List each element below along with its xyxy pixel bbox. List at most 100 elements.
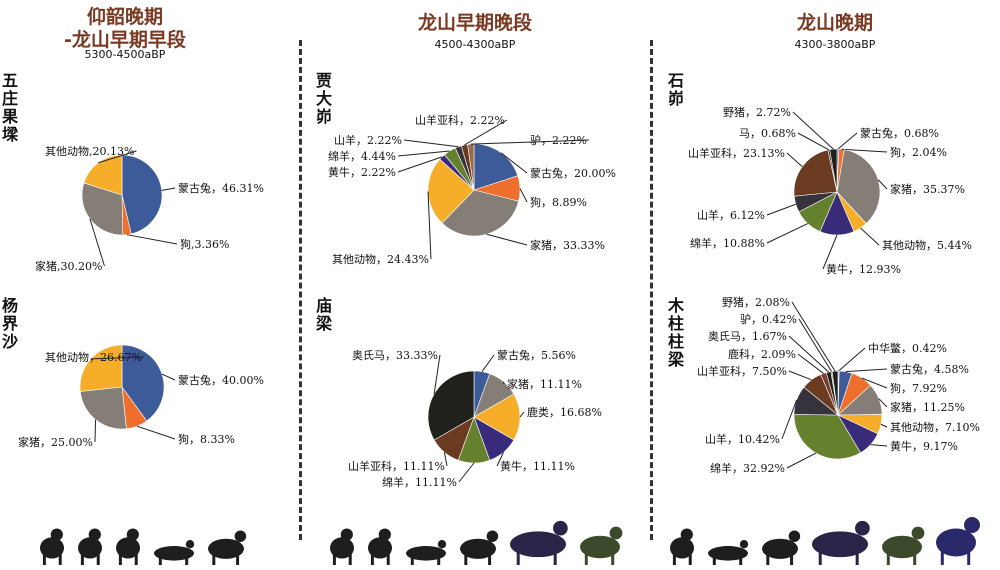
slice-label: 驴，0.42% xyxy=(740,312,797,326)
slice-label: 奥氏马，33.33% xyxy=(352,348,438,362)
rabbit-icon xyxy=(116,528,140,565)
site-label: 木柱柱梁 xyxy=(668,296,685,369)
slice-label: 其他动物，26.67% xyxy=(45,350,142,364)
slice-label: 狗,3.36% xyxy=(180,238,229,251)
leader-line xyxy=(860,227,880,246)
cattle-icon xyxy=(812,520,870,565)
slice-label: 山羊，6.12% xyxy=(697,208,765,222)
leader-line xyxy=(766,223,808,244)
pie-slice xyxy=(473,393,521,441)
site-label: 庙梁 xyxy=(316,296,333,333)
cattle-icon xyxy=(510,520,568,565)
pie-slice xyxy=(829,148,838,193)
pie-slice xyxy=(81,182,124,236)
leader-line xyxy=(486,233,528,246)
period-title-1: 仰韶晚期 -龙山早期早段 xyxy=(0,6,250,52)
slice-label: 绵羊，32.92% xyxy=(710,461,785,475)
sheep-icon xyxy=(882,526,925,565)
leader-line xyxy=(397,156,443,173)
leader-line xyxy=(161,187,176,191)
leader-line xyxy=(470,139,589,145)
slice-label: 蒙古兔，4.58% xyxy=(890,362,969,376)
title-line: 仰韶晚期 xyxy=(86,6,163,28)
leader-line xyxy=(481,354,495,372)
leader-line xyxy=(878,398,888,408)
site-label: 五庄果墚 xyxy=(2,71,19,144)
leader-line xyxy=(861,377,888,389)
slice-label: 山羊，2.22% xyxy=(334,133,402,147)
slice-label: 绵羊，4.44% xyxy=(328,149,396,163)
pie-五庄果墚: 蒙古兔，46.31% 狗,3.36% 家猪,30.20% 其他动物,20.13% xyxy=(35,144,264,273)
site-label: 贾大峁 xyxy=(316,71,333,126)
rabbit-icon xyxy=(330,528,354,565)
slice-label: 家猪,30.20% xyxy=(35,259,102,273)
pie-木柱柱梁: 中华鳖，0.42% 蒙古兔，4.58% 狗，7.92% 家猪，11.25% 其他动物，7… xyxy=(697,296,980,475)
leader-line xyxy=(797,132,830,151)
slice-label: 家猪，35.37% xyxy=(890,182,965,196)
slice-label: 山羊亚科，2.22% xyxy=(415,113,505,127)
leader-line xyxy=(433,354,441,395)
pig-icon xyxy=(406,540,447,565)
slice-label: 狗，8.89% xyxy=(530,196,587,209)
dog-icon xyxy=(460,530,499,565)
slice-label: 绵羊，11.11% xyxy=(382,475,457,489)
slice-label: 蒙古兔，5.56% xyxy=(497,348,576,362)
period-title-3: 龙山晚期 xyxy=(796,12,873,34)
divider xyxy=(299,40,302,540)
period-range-1: 5300-4500aBP xyxy=(84,48,166,61)
leader-line xyxy=(519,411,525,418)
leader-line xyxy=(126,234,178,245)
slice-label: 家猪，11.11% xyxy=(507,377,582,391)
leader-line xyxy=(788,370,812,381)
slice-label: 鹿科，2.09% xyxy=(728,347,796,361)
leader-line xyxy=(94,419,97,443)
leader-line xyxy=(791,301,836,372)
period-range-3: 4300-3800aBP xyxy=(794,38,876,51)
slice-label: 马，0.68% xyxy=(739,127,796,140)
sheep-icon xyxy=(580,526,623,565)
dog-icon xyxy=(208,530,247,565)
leader-line xyxy=(786,452,817,469)
slice-label: 黄牛，9.17% xyxy=(890,439,958,453)
site-label: 杨界沙 xyxy=(2,296,19,351)
slice-label: 其他动物，24.43% xyxy=(332,252,429,266)
pie-slice xyxy=(793,149,838,197)
pig-icon xyxy=(708,540,749,565)
slice-label: 山羊亚科，7.50% xyxy=(697,364,787,378)
leader-line xyxy=(136,425,176,440)
leader-line xyxy=(781,399,798,440)
pie-slice xyxy=(793,414,861,460)
slice-label: 绵羊，10.88% xyxy=(690,236,765,250)
pie-slice xyxy=(79,386,127,430)
divider xyxy=(650,40,653,540)
slice-label: 家猪，33.33% xyxy=(530,238,605,252)
slice-label: 山羊，10.42% xyxy=(705,432,780,446)
leader-line xyxy=(89,218,105,267)
slice-label: 蒙古兔，20.00% xyxy=(530,166,616,180)
slice-label: 驴，2.22% xyxy=(530,133,587,147)
dog-icon xyxy=(762,530,801,565)
rabbit-icon xyxy=(368,528,392,565)
slice-label: 中华鳖，0.42% xyxy=(868,341,947,355)
slice-label: 其他动物，7.10% xyxy=(890,420,980,434)
slice-label: 黄牛，12.93% xyxy=(826,262,901,276)
leader-line xyxy=(98,150,137,164)
slice-label: 家猪，25.00% xyxy=(18,435,93,449)
slice-label: 奥氏马，1.67% xyxy=(708,329,787,343)
leader-line xyxy=(797,353,824,374)
leader-line xyxy=(880,423,888,428)
leader-line xyxy=(90,356,144,360)
pie-庙梁: 蒙古兔，5.56% 家猪，11.11% 鹿类，16.68% 黄牛，11.11% 绵羊，1… xyxy=(348,348,602,489)
pie-石峁: 蒙古兔，0.68% 狗，2.04% 家猪，35.37% 其他动物，5.44% 黄牛，12… xyxy=(688,106,972,276)
leader-line xyxy=(161,373,176,381)
title-line: -龙山早期早段 xyxy=(64,29,186,51)
leader-line xyxy=(500,152,528,174)
slice-label: 蒙古兔，40.00% xyxy=(178,373,264,387)
slice-label: 鹿类，16.68% xyxy=(527,405,602,419)
leader-line xyxy=(786,152,803,168)
leader-line xyxy=(792,111,834,150)
period-title-2: 龙山早期晚段 xyxy=(417,12,532,34)
leader-line xyxy=(443,452,448,467)
